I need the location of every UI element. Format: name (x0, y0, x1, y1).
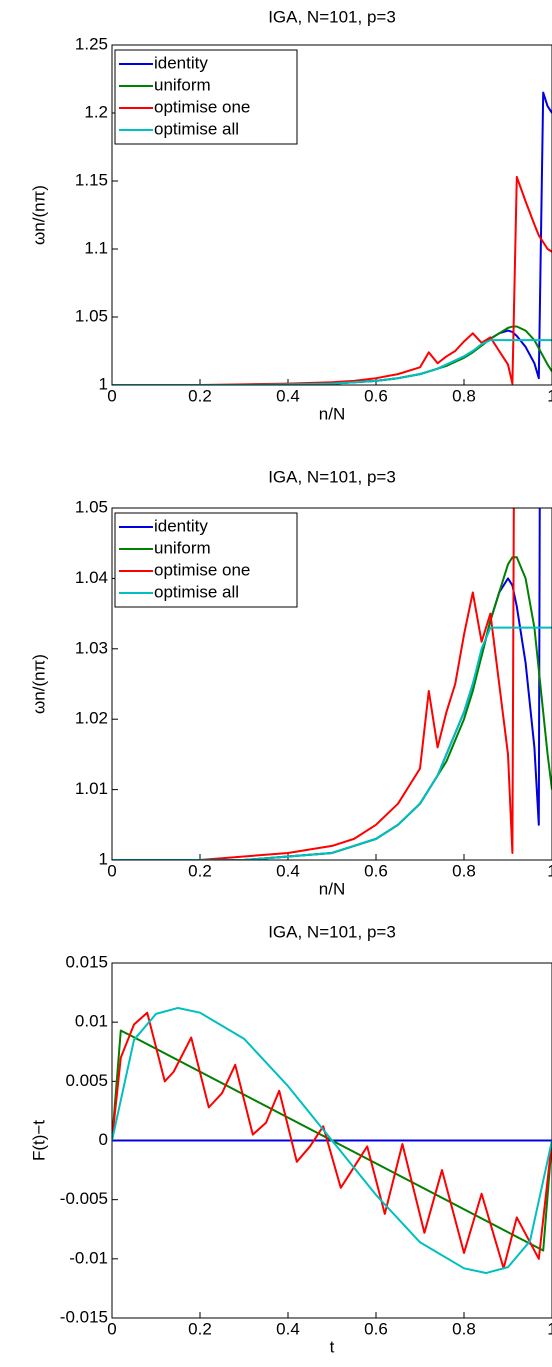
y-tick-label: 0 (99, 1130, 108, 1149)
x-tick-label: 1 (547, 386, 552, 405)
series-line (112, 1011, 552, 1270)
legend-label: optimise all (154, 119, 239, 138)
x-tick-label: 0 (107, 386, 116, 405)
y-tick-label: 0.01 (75, 1012, 108, 1031)
y-tick-label: 1.1 (84, 238, 108, 257)
legend-label: uniform (154, 75, 211, 94)
x-tick-label: 1 (547, 1319, 552, 1338)
series-line (112, 626, 552, 860)
y-tick-label: 1.03 (75, 638, 108, 657)
chart-title: IGA, N=101, p=3 (268, 467, 396, 486)
y-tick-label: 1 (99, 374, 108, 393)
x-tick-label: 0.6 (364, 386, 388, 405)
y-tick-label: 1.15 (75, 170, 108, 189)
x-tick-label: 0 (107, 1319, 116, 1338)
x-tick-label: 0.8 (452, 1319, 476, 1338)
plot-lines (112, 508, 552, 860)
y-tick-label: -0.015 (60, 1307, 108, 1326)
legend-label: optimise all (154, 582, 239, 601)
y-tick-label: 1.04 (75, 568, 108, 587)
series-line (112, 508, 515, 860)
y-tick-label: 1.05 (75, 306, 108, 325)
x-tick-label: 0.2 (188, 1319, 212, 1338)
y-tick-label: 1.05 (75, 497, 108, 516)
y-tick-label: 1.02 (75, 709, 108, 728)
y-tick-label: 1.01 (75, 779, 108, 798)
x-tick-label: 0.2 (188, 386, 212, 405)
axes-box (111, 962, 552, 1319)
y-tick-label: -0.005 (60, 1189, 108, 1208)
chart-title: IGA, N=101, p=3 (268, 7, 396, 26)
y-tick-label: 0.005 (65, 1071, 108, 1090)
x-tick-label: 0 (107, 861, 116, 880)
y-tick-label: 1.2 (84, 102, 108, 121)
x-tick-label: 0.4 (276, 861, 300, 880)
chart-title: IGA, N=101, p=3 (268, 922, 396, 941)
x-tick-label: 0.2 (188, 861, 212, 880)
y-tick-label: 0.015 (65, 952, 108, 971)
axes-box (111, 44, 552, 386)
legend-label: identity (154, 53, 208, 72)
legend-box (114, 49, 298, 145)
x-tick-label: 0.6 (364, 861, 388, 880)
series-line (112, 339, 552, 385)
axes-box (111, 507, 552, 861)
legend-label: uniform (154, 538, 211, 557)
x-tick-label: 0.6 (364, 1319, 388, 1338)
x-tick-label: 0.8 (452, 386, 476, 405)
plot-lines (112, 91, 552, 385)
y-axis-label: ωn/(nπ) (29, 185, 48, 245)
x-tick-label: 0.4 (276, 1319, 300, 1338)
y-tick-label: -0.01 (69, 1248, 108, 1267)
plot-lines (112, 1006, 552, 1275)
legend-label: identity (154, 516, 208, 535)
x-tick-label: 0.4 (276, 386, 300, 405)
y-tick-label: 1.25 (75, 34, 108, 53)
x-tick-label: 0.8 (452, 861, 476, 880)
x-axis-label: n/N (319, 404, 345, 423)
legend-label: optimise one (154, 97, 250, 116)
y-tick-label: 1 (99, 849, 108, 868)
x-axis-label: t (330, 1337, 335, 1356)
series-line (112, 1006, 552, 1275)
series-line (112, 175, 552, 385)
y-axis-label: ωn/(nπ) (29, 654, 48, 714)
legend-box (114, 512, 298, 608)
x-axis-label: n/N (319, 879, 345, 898)
x-tick-label: 1 (547, 861, 552, 880)
y-axis-label: F(t)−t (29, 1120, 48, 1161)
legend-label: optimise one (154, 560, 250, 579)
